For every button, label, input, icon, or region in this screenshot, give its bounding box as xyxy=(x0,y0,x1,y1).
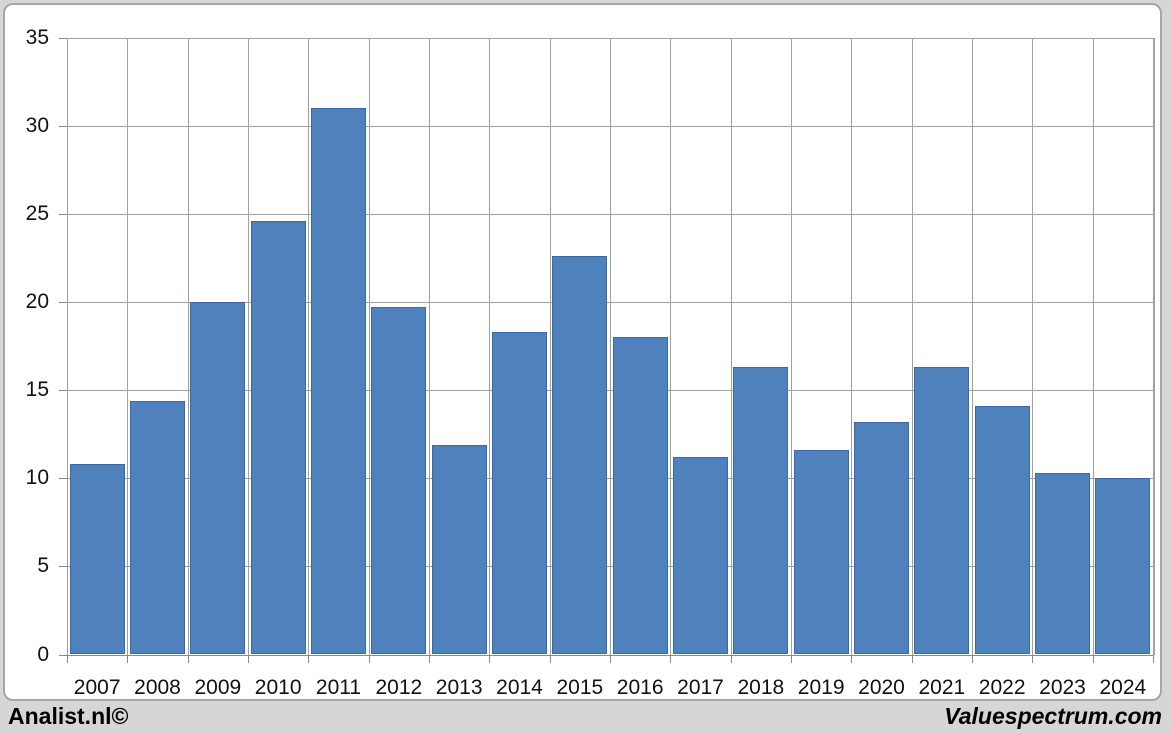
x-gridline-8 xyxy=(549,38,551,655)
y-tick-20 xyxy=(59,302,67,304)
x-tick-17 xyxy=(1092,655,1094,663)
bar-2007 xyxy=(69,464,125,655)
x-tick-15 xyxy=(972,655,973,663)
bar-2016 xyxy=(612,337,668,655)
x-axis-label-2015: 2015 xyxy=(556,676,604,699)
x-gridline-16 xyxy=(1032,38,1034,655)
y-axis-label-30: 30 xyxy=(25,114,49,138)
bar-2009 xyxy=(190,302,246,655)
y-axis-label-25: 25 xyxy=(25,202,49,226)
analist-credit: Analist.nl© xyxy=(8,703,129,729)
x-axis-label-2020: 2020 xyxy=(858,676,905,699)
x-tick-9 xyxy=(610,655,611,663)
x-tick-12 xyxy=(791,655,792,663)
x-gridline-7 xyxy=(489,38,491,655)
x-axis-line xyxy=(67,654,1154,656)
x-axis-label-2009: 2009 xyxy=(194,676,242,699)
bar-2008 xyxy=(130,400,185,655)
x-gridline-13 xyxy=(851,38,853,655)
x-tick-6 xyxy=(429,655,430,663)
y-axis-label-15: 15 xyxy=(25,378,49,402)
x-tick-10 xyxy=(670,655,672,663)
x-axis-label-2008: 2008 xyxy=(134,676,181,699)
x-tick-3 xyxy=(248,655,249,663)
y-axis-label-35: 35 xyxy=(25,26,49,49)
x-axis-label-2024: 2024 xyxy=(1099,676,1147,699)
bar-2023 xyxy=(1035,473,1090,655)
x-tick-18 xyxy=(1153,655,1154,663)
bar-2021 xyxy=(914,367,970,655)
x-axis-label-2022: 2022 xyxy=(978,676,1026,699)
bar-2020 xyxy=(854,421,909,655)
x-gridline-1 xyxy=(127,38,129,655)
bar-2019 xyxy=(793,450,849,655)
valuespectrum-credit: Valuespectrum.com xyxy=(944,703,1162,729)
x-tick-0 xyxy=(67,655,68,663)
x-axis-label-2014: 2014 xyxy=(496,676,543,699)
x-gridline-0 xyxy=(67,38,68,655)
x-axis-label-2021: 2021 xyxy=(918,676,966,699)
x-tick-8 xyxy=(549,655,551,663)
x-axis-label-2013: 2013 xyxy=(435,676,483,699)
bar-2024 xyxy=(1095,478,1151,655)
x-gridline-17 xyxy=(1092,38,1094,655)
x-gridline-11 xyxy=(730,38,732,655)
x-gridline-9 xyxy=(610,38,611,655)
x-tick-11 xyxy=(730,655,732,663)
bar-2014 xyxy=(492,332,547,655)
x-gridline-6 xyxy=(429,38,430,655)
x-axis-label-2023: 2023 xyxy=(1039,676,1086,699)
bar-2010 xyxy=(250,221,306,655)
x-gridline-18 xyxy=(1153,38,1154,655)
bar-2012 xyxy=(371,307,427,655)
x-axis-label-2010: 2010 xyxy=(254,676,302,699)
bar-2022 xyxy=(974,406,1030,655)
y-axis-label-20: 20 xyxy=(25,290,49,314)
x-tick-2 xyxy=(187,655,189,663)
y-axis-label-5: 5 xyxy=(37,554,49,578)
x-tick-7 xyxy=(489,655,491,663)
y-tick-30 xyxy=(59,126,67,128)
y-tick-25 xyxy=(59,214,67,216)
bar-2011 xyxy=(311,108,366,655)
x-axis-label-2011: 2011 xyxy=(315,676,362,699)
y-tick-10 xyxy=(59,478,67,480)
x-tick-1 xyxy=(127,655,129,663)
x-tick-16 xyxy=(1032,655,1034,663)
x-tick-5 xyxy=(368,655,370,663)
x-tick-4 xyxy=(308,655,310,663)
x-axis-label-2016: 2016 xyxy=(616,676,664,699)
x-gridline-10 xyxy=(670,38,672,655)
x-tick-13 xyxy=(851,655,853,663)
x-gridline-14 xyxy=(911,38,913,655)
x-gridline-3 xyxy=(248,38,249,655)
x-axis-label-2007: 2007 xyxy=(73,676,121,699)
x-axis-label-2019: 2019 xyxy=(797,676,845,699)
x-axis-label-2012: 2012 xyxy=(375,676,423,699)
y-tick-35 xyxy=(59,38,67,39)
bar-2013 xyxy=(431,444,487,655)
bar-2018 xyxy=(733,367,789,655)
bar-2015 xyxy=(552,256,608,655)
y-tick-5 xyxy=(59,566,67,568)
x-gridline-12 xyxy=(791,38,792,655)
chart-panel: 0 5 10 15 20 25 30 35 2007 2008 2009 2010 2011 2012 20… xyxy=(3,3,1162,701)
y-axis-label-10: 10 xyxy=(25,466,49,490)
x-gridline-15 xyxy=(972,38,973,655)
y-tick-0 xyxy=(59,654,67,656)
y-tick-15 xyxy=(59,390,67,392)
x-axis-label-2017: 2017 xyxy=(677,676,724,699)
x-gridline-2 xyxy=(187,38,189,655)
y-axis-label-0: 0 xyxy=(37,642,49,666)
x-gridline-4 xyxy=(308,38,310,655)
x-axis-label-2018: 2018 xyxy=(737,676,785,699)
x-tick-14 xyxy=(911,655,913,663)
bar-2017 xyxy=(673,457,728,655)
x-gridline-5 xyxy=(368,38,370,655)
